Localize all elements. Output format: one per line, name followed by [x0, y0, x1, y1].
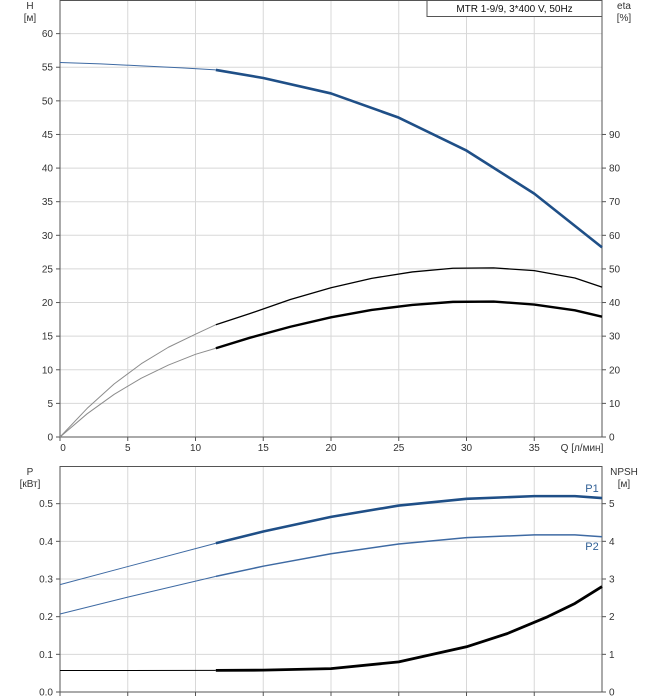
y-right-tick-label: 40 [609, 298, 621, 309]
y-left-tick-label: 0.3 [39, 575, 53, 586]
series-p2: P2 [59, 534, 603, 615]
series-line-extrapolated [59, 542, 216, 586]
x-tick-label: 35 [529, 443, 541, 454]
y-left-tick-label: 15 [42, 332, 54, 343]
y-left-tick-label: 0.5 [39, 499, 53, 510]
y-right-tick-label: 50 [609, 264, 621, 275]
series-line-operating [215, 494, 603, 545]
y-left-axis-label: H [26, 1, 33, 12]
series-npsh [60, 585, 603, 672]
y-right-axis-unit: [м] [618, 479, 631, 490]
y-left-tick-label: 35 [42, 197, 54, 208]
series-line-operating [215, 585, 603, 672]
y-left-axis-unit: [кВт] [20, 479, 41, 490]
series-line-extrapolated [59, 324, 217, 438]
y-left-tick-label: 0.1 [39, 650, 53, 661]
legend: MTR 1-9/9, 3*400 V, 50Hz [426, 0, 603, 17]
y-left-tick-label: 10 [42, 365, 54, 376]
y-left-tick-label: 0.2 [39, 612, 53, 623]
series-label-p2: P2 [585, 541, 598, 553]
y-right-tick-label: 0 [609, 433, 615, 444]
x-tick-label: 15 [258, 443, 270, 454]
legend-box [426, 0, 603, 17]
series-efficiency_thin [59, 267, 603, 438]
y-right-tick-label: 70 [609, 197, 621, 208]
series-line-operating [215, 300, 603, 350]
y-left-tick-label: 45 [42, 130, 54, 141]
y-left-tick-label: 0 [47, 433, 53, 444]
series-line-operating [215, 68, 603, 249]
y-right-tick-label: 90 [609, 130, 621, 141]
x-tick-label: 10 [190, 443, 202, 454]
y-right-tick-label: 3 [609, 575, 615, 586]
y-left-tick-label: 30 [42, 231, 54, 242]
series-head [59, 62, 603, 249]
y-right-tick-label: 10 [609, 399, 621, 410]
y-right-tick-label: 2 [609, 612, 615, 623]
y-right-tick-label: 0 [609, 688, 615, 699]
x-axis-label: Q [л/мин] [561, 443, 604, 454]
series-line-extrapolated [59, 575, 216, 615]
series-line-operating [215, 267, 603, 326]
series-label-p1: P1 [585, 483, 598, 495]
legend-text: MTR 1-9/9, 3*400 V, 50Hz [456, 4, 572, 15]
x-tick-label: 30 [461, 443, 473, 454]
y-right-tick-label: 1 [609, 650, 615, 661]
y-right-tick-label: 80 [609, 164, 621, 175]
y-left-tick-label: 0.0 [39, 688, 53, 699]
y-right-tick-label: 4 [609, 537, 615, 548]
y-left-tick-label: 25 [42, 264, 54, 275]
y-left-tick-label: 40 [42, 164, 54, 175]
y-left-axis-unit: [м] [24, 13, 37, 24]
y-left-tick-label: 55 [42, 63, 54, 74]
series-line-operating [215, 534, 603, 578]
bottom-panel: 0.0 0.1 0.2 0.3 0.4 0.5 0 1 2 3 4 5 P[кВт] NPSH[м] P1 P… [20, 466, 638, 699]
y-left-axis-label: P [27, 467, 34, 478]
top-panel: 0510152025303540455055600102030405060708… [24, 0, 632, 454]
grid [59, 466, 602, 693]
x-tick-label: 20 [325, 443, 337, 454]
y-right-axis-unit: [%] [617, 13, 632, 24]
series-line-extrapolated [59, 62, 216, 71]
y-right-tick-label: 20 [609, 365, 621, 376]
y-left-tick-label: 60 [42, 29, 54, 40]
y-left-tick-label: 20 [42, 298, 54, 309]
y-right-tick-label: 60 [609, 231, 621, 242]
series-line-extrapolated [59, 347, 216, 438]
y-right-tick-label: 5 [609, 499, 615, 510]
series-efficiency_thick [59, 300, 603, 438]
x-tick-label: 5 [125, 443, 131, 454]
series-p1: P1 [59, 483, 603, 586]
y-right-tick-label: 30 [609, 332, 621, 343]
x-tick-label: 0 [60, 443, 66, 454]
y-right-axis-label: NPSH [610, 467, 638, 478]
y-left-tick-label: 0.4 [39, 537, 53, 548]
y-left-tick-label: 50 [42, 96, 54, 107]
y-right-axis-label: eta [617, 1, 631, 12]
x-tick-label: 25 [393, 443, 405, 454]
y-left-tick-label: 5 [47, 399, 53, 410]
